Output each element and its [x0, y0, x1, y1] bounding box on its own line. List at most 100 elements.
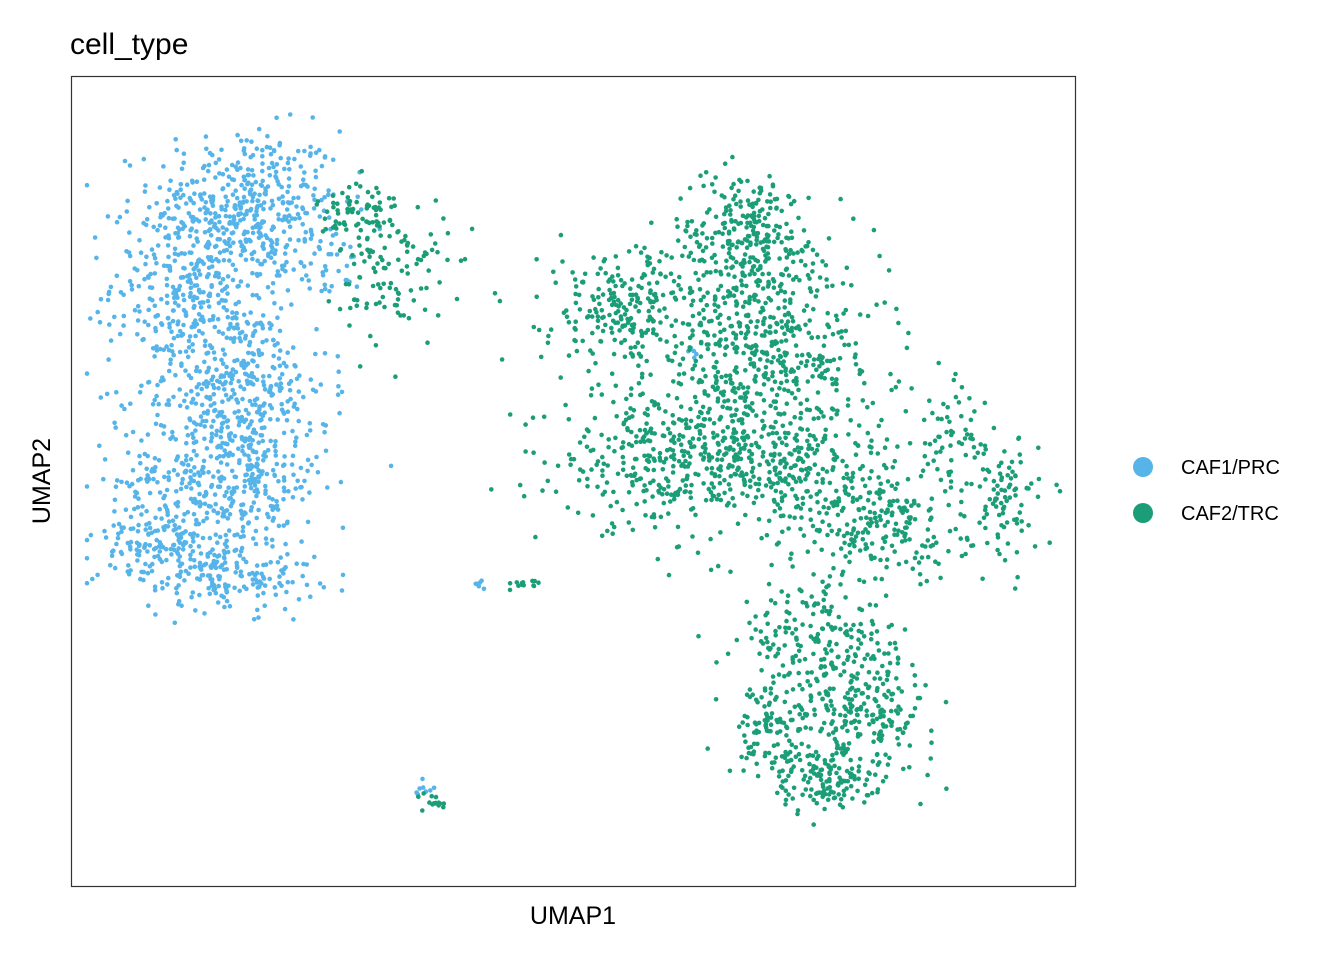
- data-point: [995, 535, 1001, 540]
- data-point: [865, 521, 871, 526]
- data-point: [157, 544, 162, 549]
- data-point: [717, 473, 722, 479]
- data-point: [672, 350, 678, 356]
- data-point: [254, 563, 260, 568]
- data-point: [842, 342, 847, 348]
- data-point: [824, 358, 830, 364]
- data-point: [222, 555, 227, 561]
- data-point: [874, 629, 880, 634]
- data-point: [173, 372, 178, 378]
- data-point: [112, 565, 118, 571]
- data-point: [869, 631, 874, 636]
- data-point: [753, 201, 759, 206]
- data-point: [848, 783, 854, 789]
- data-point: [287, 112, 293, 117]
- data-point: [744, 471, 749, 477]
- data-point: [670, 420, 676, 425]
- data-point: [194, 275, 199, 281]
- data-point: [818, 729, 823, 734]
- data-point: [804, 243, 810, 249]
- data-point: [531, 324, 537, 330]
- data-point: [834, 412, 839, 417]
- data-point: [242, 478, 248, 484]
- data-point: [907, 520, 912, 526]
- data-point: [150, 346, 156, 351]
- data-point: [203, 210, 208, 216]
- data-point: [806, 443, 812, 448]
- data-point: [970, 543, 976, 548]
- data-point: [769, 711, 775, 716]
- data-point: [717, 321, 723, 327]
- data-point: [225, 549, 231, 555]
- data-point: [993, 504, 999, 509]
- data-point: [929, 728, 934, 733]
- data-point: [254, 493, 259, 499]
- data-point: [886, 688, 891, 694]
- data-point: [239, 516, 245, 521]
- data-point: [179, 363, 184, 369]
- data-point: [626, 490, 632, 495]
- data-point: [811, 822, 816, 827]
- data-point: [177, 349, 183, 355]
- data-point: [266, 495, 272, 500]
- data-point: [824, 608, 829, 614]
- data-point: [733, 390, 738, 395]
- data-point: [698, 297, 704, 303]
- data-point: [183, 310, 188, 315]
- data-point: [242, 484, 248, 489]
- data-point: [777, 386, 782, 391]
- data-point: [236, 422, 242, 428]
- data-point: [221, 257, 227, 263]
- data-point: [803, 725, 808, 730]
- data-point: [172, 620, 178, 626]
- data-point: [221, 231, 226, 236]
- data-point: [600, 315, 605, 321]
- data-point: [272, 444, 278, 449]
- data-point: [246, 411, 251, 416]
- data-point: [724, 451, 729, 456]
- data-point: [109, 553, 115, 559]
- data-point: [650, 330, 656, 336]
- data-point: [232, 433, 238, 439]
- data-point: [822, 806, 827, 812]
- data-point: [609, 521, 615, 526]
- data-point: [999, 460, 1004, 466]
- data-point: [683, 458, 688, 464]
- data-point: [783, 797, 789, 803]
- data-point: [1029, 481, 1034, 486]
- data-point: [738, 395, 743, 400]
- data-point: [690, 436, 696, 441]
- data-point: [560, 259, 565, 264]
- data-point: [808, 793, 813, 799]
- data-point: [864, 545, 870, 551]
- data-point: [784, 759, 790, 764]
- data-point: [629, 297, 635, 303]
- data-point: [313, 351, 318, 357]
- data-point: [777, 470, 783, 476]
- data-point: [222, 448, 227, 453]
- data-point: [774, 542, 780, 547]
- data-point: [855, 706, 860, 712]
- data-point: [766, 377, 771, 382]
- data-point: [376, 190, 381, 196]
- data-point: [276, 196, 282, 202]
- data-point: [790, 564, 795, 569]
- data-point: [807, 775, 813, 781]
- data-point: [795, 250, 800, 255]
- data-point: [188, 198, 194, 203]
- data-point: [180, 226, 185, 232]
- data-point: [517, 482, 523, 488]
- data-point: [175, 191, 180, 196]
- data-point: [775, 502, 780, 507]
- data-point: [326, 192, 331, 197]
- data-point: [202, 230, 208, 235]
- data-point: [135, 505, 141, 510]
- data-point: [630, 527, 636, 533]
- data-point: [609, 302, 615, 308]
- data-point: [830, 719, 835, 724]
- data-point: [244, 208, 250, 214]
- data-point: [805, 470, 811, 476]
- data-point: [290, 345, 296, 350]
- data-point: [738, 179, 744, 185]
- data-point: [657, 308, 662, 313]
